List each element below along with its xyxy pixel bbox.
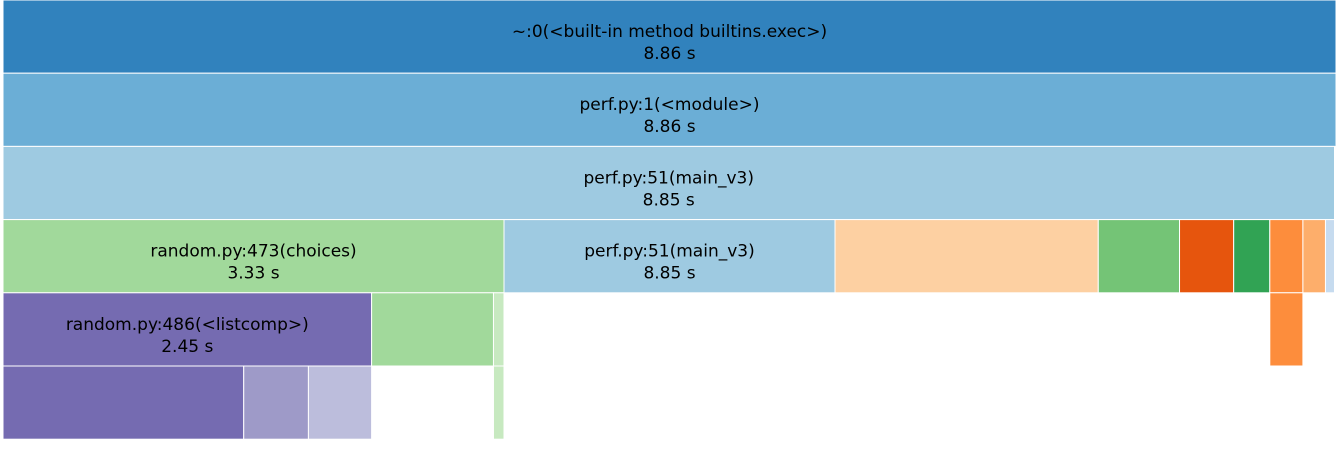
frame-rect[interactable] [2,219,505,294]
flame-frame[interactable]: random.py:473(choices)3.33 s [2,219,505,294]
frame-rect[interactable] [834,219,1099,294]
frame-rect[interactable] [1324,219,1335,294]
frame-rect[interactable] [1097,219,1181,294]
frame-rect[interactable] [1302,219,1326,294]
frame-rect[interactable] [1233,219,1271,294]
frame-rect[interactable] [492,292,505,367]
frame-rect[interactable] [2,292,373,367]
frame-name-label: perf.py:1(<module>) [579,95,759,115]
flame-frame[interactable]: ~:0(<built-in method builtins.exec>)8.86… [2,0,1337,74]
frame-rect[interactable] [2,0,1337,74]
flame-frame[interactable] [1233,219,1271,294]
frame-rect[interactable] [492,365,505,440]
flame-frame[interactable] [492,365,505,440]
frame-name-label: random.py:473(choices) [150,242,356,262]
flame-frame[interactable]: perf.py:1(<module>)8.86 s [2,72,1337,147]
flame-frame[interactable] [1302,219,1326,294]
flame-frame[interactable] [1179,219,1235,294]
frame-rect[interactable] [1269,219,1304,294]
flame-frame[interactable] [243,365,309,440]
flame-frame[interactable] [1269,219,1304,294]
flame-frame[interactable] [1097,219,1181,294]
flame-frame[interactable]: perf.py:51(main_v3)8.85 s [2,145,1335,221]
frame-name-label: perf.py:51(main_v3) [584,242,754,262]
frame-name-label: random.py:486(<listcomp>) [66,315,309,335]
flame-frame[interactable] [307,365,373,440]
frame-rect[interactable] [2,365,245,440]
frame-rect[interactable] [243,365,309,440]
frame-rect[interactable] [371,292,494,367]
flame-frame[interactable] [1269,292,1304,367]
flame-frame[interactable] [834,219,1099,294]
flame-frame[interactable] [1324,219,1335,294]
flame-frame[interactable]: random.py:486(<listcomp>)2.45 s [2,292,373,367]
frame-rect[interactable] [503,219,836,294]
frame-time-label: 2.45 s [161,337,213,357]
flame-frame[interactable] [371,292,494,367]
frame-time-label: 8.85 s [643,190,695,210]
frame-rect[interactable] [1269,292,1304,367]
frames-layer: ~:0(<built-in method builtins.exec>)8.86… [2,0,1337,440]
frame-time-label: 8.86 s [643,117,695,137]
frame-time-label: 3.33 s [227,264,279,284]
frame-name-label: ~:0(<built-in method builtins.exec>) [512,22,827,42]
flame-frame[interactable] [492,292,505,367]
frame-rect[interactable] [2,72,1337,147]
flame-frame[interactable]: perf.py:51(main_v3)8.85 s [503,219,836,294]
frame-rect[interactable] [1179,219,1235,294]
frame-name-label: perf.py:51(main_v3) [584,168,754,188]
frame-rect[interactable] [307,365,373,440]
frame-time-label: 8.86 s [643,44,695,64]
frame-time-label: 8.85 s [643,264,695,284]
flame-frame[interactable] [2,365,245,440]
